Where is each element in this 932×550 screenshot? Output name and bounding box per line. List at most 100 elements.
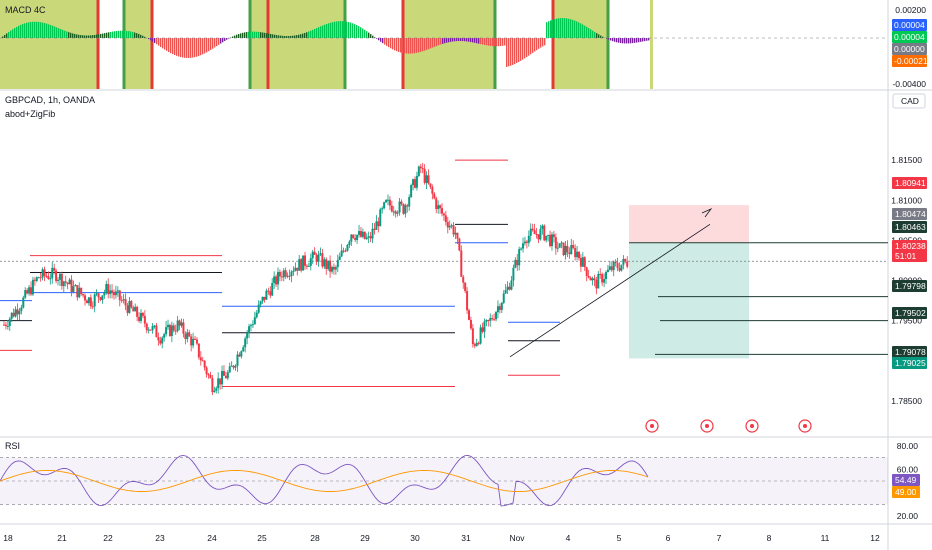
macd-bar [228,38,230,39]
candle-body [597,274,600,289]
macd-bar [482,38,484,45]
macd-bar [314,28,316,38]
candle-body [423,168,426,183]
candle-body [10,312,13,319]
candle-body [253,317,256,325]
macd-bar [578,22,580,38]
candle-body [240,351,243,357]
macd-bar [366,31,368,38]
candle-body [529,228,532,236]
macd-bar [620,38,622,44]
macd-bar [332,22,334,38]
macd-bar [414,38,416,54]
price-tag [892,357,927,369]
candle-body [412,179,415,186]
macd-band [124,0,152,89]
macd-bar [22,24,24,38]
macd-bar [504,38,506,46]
macd-bar [400,38,402,53]
macd-bar [12,29,14,38]
candle-body [271,282,274,296]
position-tool[interactable] [629,205,749,359]
macd-bar [42,22,44,38]
macd-tag [892,55,927,67]
candle-body [300,259,303,271]
candle-body [132,307,135,312]
macd-bar [116,31,118,38]
candle-body [298,259,301,271]
macd-bar [520,38,522,61]
macd-bar [544,38,546,46]
time-axis[interactable]: 18 21 22 23 24 25 28 29 30 31 Nov 4 5 6 7 8 11 12 [3,533,880,543]
macd-tag-label: 0.00000 [894,44,925,54]
candle-body [535,234,538,236]
candle-body [606,269,609,272]
candle-body [491,318,494,320]
macd-band [0,0,98,89]
candle-body [280,276,283,278]
macd-bar [224,38,226,41]
macd-bar [624,38,626,44]
time-label: Nov [509,533,525,543]
candle-body [261,296,264,302]
macd-cross-marker [606,0,610,89]
macd-bar [180,38,182,58]
candle-body [141,312,144,316]
macd-bar [152,38,154,42]
macd-bar [150,38,152,41]
economic-events[interactable] [645,419,812,433]
macd-cross-marker [551,0,555,89]
macd-bar [242,32,244,38]
candle-body [377,221,380,227]
macd-bar [158,38,160,46]
macd-bar [140,34,142,38]
macd-bar [458,38,460,42]
macd-bar [436,38,438,47]
macd-bar [370,34,372,38]
candle-body [359,231,362,237]
macd-bar [622,38,624,44]
macd-bar [310,30,312,38]
macd-bar [96,34,98,38]
candle-body [18,310,21,315]
macd-bar [186,38,188,58]
candle-body [394,211,397,214]
currency-badge[interactable] [892,93,926,109]
candle-body [475,342,478,346]
macd-bar [594,31,596,38]
time-label: 30 [410,533,420,543]
candle-body [180,322,183,326]
macd-bar [582,24,584,38]
price-axis[interactable]: 1.815001.810001.805001.800001.795001.790… [891,155,927,406]
macd-bar [134,32,136,38]
candle-body [388,199,391,206]
indicator-label[interactable]: abod+ZigFib [5,109,55,119]
macd-bar [124,30,126,38]
macd-bar [546,22,548,38]
time-label: 25 [257,533,267,543]
candle-body [111,290,114,293]
macd-tick-label: -0.00400 [892,79,926,89]
symbol-title[interactable]: GBPCAD, 1h, OANDA [5,95,95,105]
candle-body [620,264,623,271]
macd-bar [168,38,170,52]
candle-body [444,215,447,222]
candle-body [275,276,278,285]
macd-bar [206,38,208,53]
macd-bar [108,32,110,38]
candle-body [331,266,334,272]
trendline-tool[interactable] [509,208,713,358]
candle-body [14,309,17,317]
candle-body [413,179,416,188]
macd-bar [130,31,132,38]
candle-body [24,290,27,298]
candle-body [249,325,252,327]
macd-bar [34,21,36,38]
price-tag-label: 1.79798 [895,281,926,291]
candle-body [170,325,173,337]
candle-body [109,290,112,295]
macd-bar [86,35,88,38]
macd-bar [462,38,464,42]
macd-bar [580,23,582,38]
